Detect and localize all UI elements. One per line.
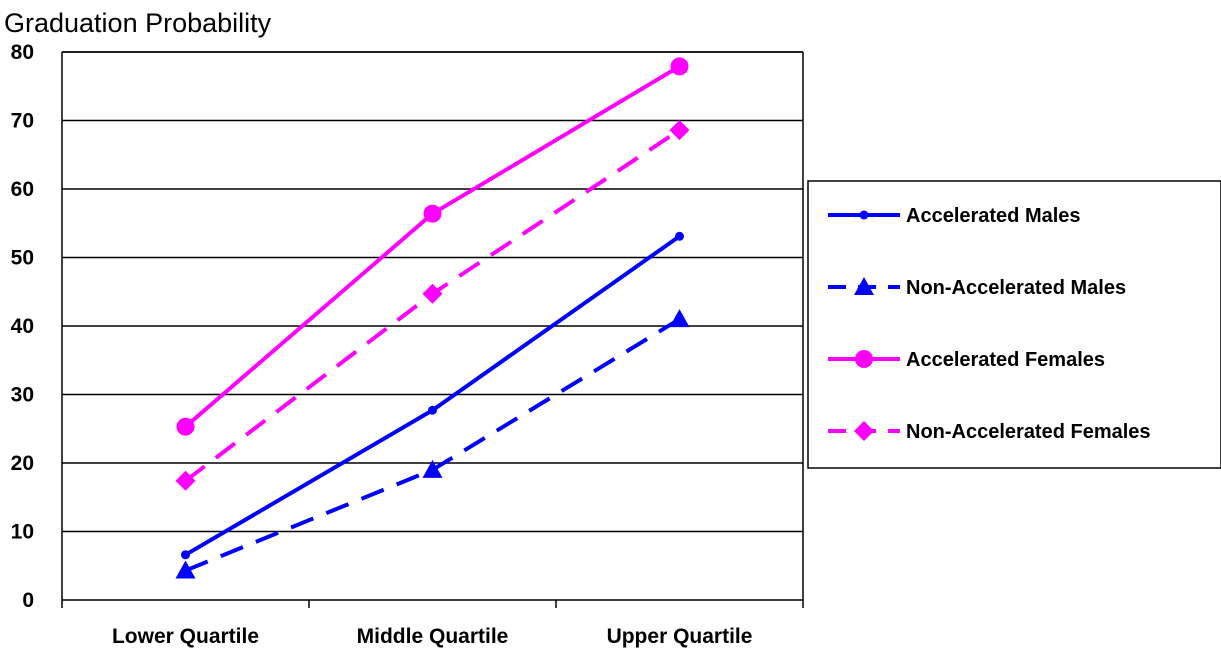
series-line — [184, 317, 681, 573]
x-category-label: Lower Quartile — [112, 625, 259, 648]
series-2 — [175, 309, 690, 579]
data-point — [669, 120, 690, 141]
y-tick-label: 70 — [11, 110, 34, 133]
legend-item: Non-Accelerated Females — [828, 421, 1151, 443]
series-lines — [175, 57, 690, 579]
y-tick-label: 10 — [11, 521, 34, 544]
series-3 — [176, 57, 689, 436]
gridlines — [62, 51, 803, 533]
legend: Accelerated Males Non-Accelerated Males Ac… — [807, 180, 1221, 469]
legend-item: Accelerated Females — [828, 349, 1105, 371]
x-category-label: Middle Quartile — [357, 625, 509, 648]
data-point — [176, 417, 195, 436]
y-axis-title: Graduation Probability — [4, 8, 272, 38]
legend-frame — [807, 180, 1221, 469]
legend-label: Accelerated Females — [906, 349, 1105, 371]
y-tick-label: 40 — [11, 315, 34, 338]
y-tick-label: 20 — [11, 452, 34, 475]
legend-marker — [854, 421, 874, 441]
legend-item: Accelerated Males — [828, 205, 1081, 227]
y-tick-label: 0 — [22, 589, 34, 612]
y-tick-label: 50 — [11, 247, 34, 270]
legend-marker — [854, 277, 874, 295]
data-point — [669, 309, 690, 328]
data-point — [422, 459, 443, 478]
data-point — [428, 405, 437, 415]
data-point — [181, 550, 190, 560]
legend-marker — [855, 350, 873, 368]
data-point — [175, 560, 196, 579]
data-point — [670, 57, 689, 76]
series-4 — [175, 120, 690, 491]
legend-label: Accelerated Males — [906, 205, 1081, 227]
legend-label: Non-Accelerated Males — [906, 277, 1126, 299]
legend-item: Non-Accelerated Males — [828, 277, 1126, 299]
y-tick-label: 30 — [11, 384, 34, 407]
axes: 0 10 20 30 40 50 60 70 80 Lower Quartile Middle Qu… — [11, 41, 804, 648]
y-tick-label: 80 — [11, 41, 34, 64]
data-point — [423, 204, 442, 223]
series-1 — [181, 231, 684, 560]
data-point — [675, 231, 684, 241]
series-line — [184, 128, 681, 483]
data-point — [175, 470, 196, 491]
y-tick-label: 60 — [11, 178, 34, 201]
x-category-label: Upper Quartile — [607, 625, 753, 648]
data-point — [422, 283, 443, 304]
legend-label: Non-Accelerated Females — [906, 421, 1151, 443]
legend-marker — [859, 210, 869, 220]
